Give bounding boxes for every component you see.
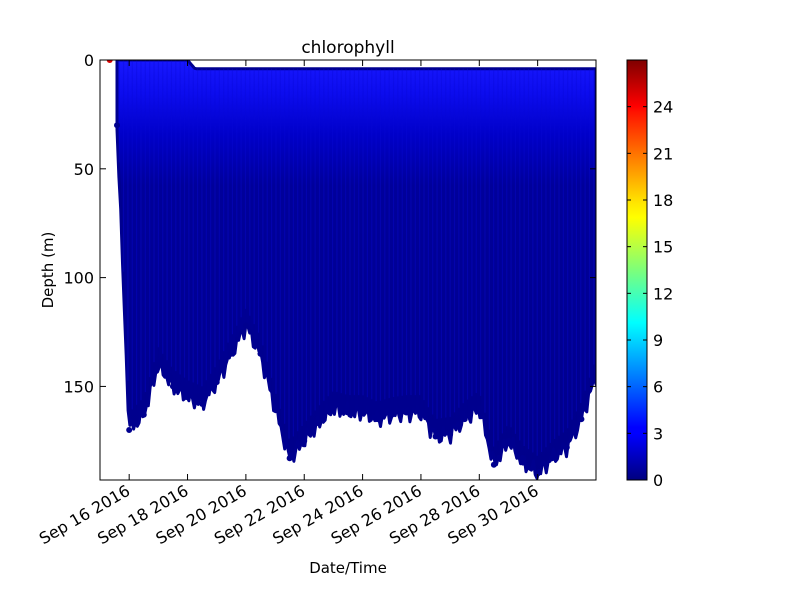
colorbar-tick-label: 21 — [653, 144, 673, 163]
profile-bottom-point — [140, 411, 147, 418]
profile-bottom-point — [578, 416, 585, 423]
profile-bottom-point — [549, 455, 556, 462]
profile-bottom-point — [388, 411, 395, 418]
profile-bottom-point — [534, 470, 541, 477]
y-axis-label: Depth (m) — [39, 232, 57, 309]
y-tick-label: 150 — [63, 377, 94, 396]
colorbar-gradient — [626, 59, 648, 481]
profile-bottom-point — [114, 122, 121, 129]
profile-bottom-point — [417, 409, 424, 416]
y-tick-label: 100 — [63, 269, 94, 288]
outlier-point — [106, 60, 113, 63]
colorbar-tick-label: 12 — [653, 284, 673, 303]
profile-bottom-point — [228, 350, 235, 357]
y-axis-ticks: 0 50 100 150 — [63, 51, 596, 396]
x-axis-label: Date/Time — [309, 559, 387, 577]
profile-bottom-point — [476, 405, 483, 412]
y-tick-label: 50 — [74, 160, 94, 179]
profile-bottom-point — [126, 426, 133, 433]
profile-bottom-point — [301, 437, 308, 444]
profile-bottom-point — [257, 350, 264, 357]
profile-bottom-point — [520, 459, 527, 466]
profile-bottom-point — [447, 431, 454, 438]
colorbar-tick-label: 3 — [653, 424, 663, 443]
profile-bottom-point — [242, 322, 249, 329]
colorbar-ticks: 0 3 6 9 12 15 18 21 24 — [627, 98, 673, 490]
profile-bottom-point — [184, 394, 191, 401]
profile-bottom-point — [593, 372, 596, 379]
profile-bottom-point — [345, 409, 351, 416]
colorbar-tick-label: 24 — [653, 98, 673, 117]
colorbar-tick-label: 9 — [653, 331, 663, 350]
colorbar-tick-label: 15 — [653, 238, 673, 257]
profile-bottom-point — [563, 444, 570, 451]
colorbar-tick-label: 6 — [653, 378, 663, 397]
profile-bottom-point — [403, 409, 410, 416]
colorbar: 0 3 6 9 12 15 18 21 24 — [626, 59, 673, 490]
chart-title: chlorophyll — [301, 38, 394, 58]
profile-bottom-point — [505, 437, 512, 444]
profile-area — [115, 60, 596, 480]
profile-bottom-point — [286, 455, 293, 462]
profile-bottom-point — [374, 416, 381, 423]
colorbar-tick-label: 18 — [653, 191, 673, 210]
profile-bottom-point — [359, 409, 366, 416]
profile-bottom-point — [199, 400, 206, 407]
data-layer — [106, 60, 596, 480]
profile-bottom-point — [155, 361, 162, 368]
profile-bottom-point — [315, 420, 322, 427]
profile-bottom-point — [272, 405, 279, 412]
plot-frame — [99, 59, 597, 481]
profile-bottom-point — [490, 461, 497, 468]
y-tick-label: 0 — [84, 51, 94, 70]
profile-bottom-point — [330, 405, 337, 412]
profile-bottom-point — [169, 383, 176, 390]
profile-bottom-point — [461, 416, 468, 423]
profile-bottom-point — [432, 433, 439, 440]
profile-bottom-point — [213, 379, 220, 386]
colorbar-tick-label: 0 — [653, 471, 663, 490]
